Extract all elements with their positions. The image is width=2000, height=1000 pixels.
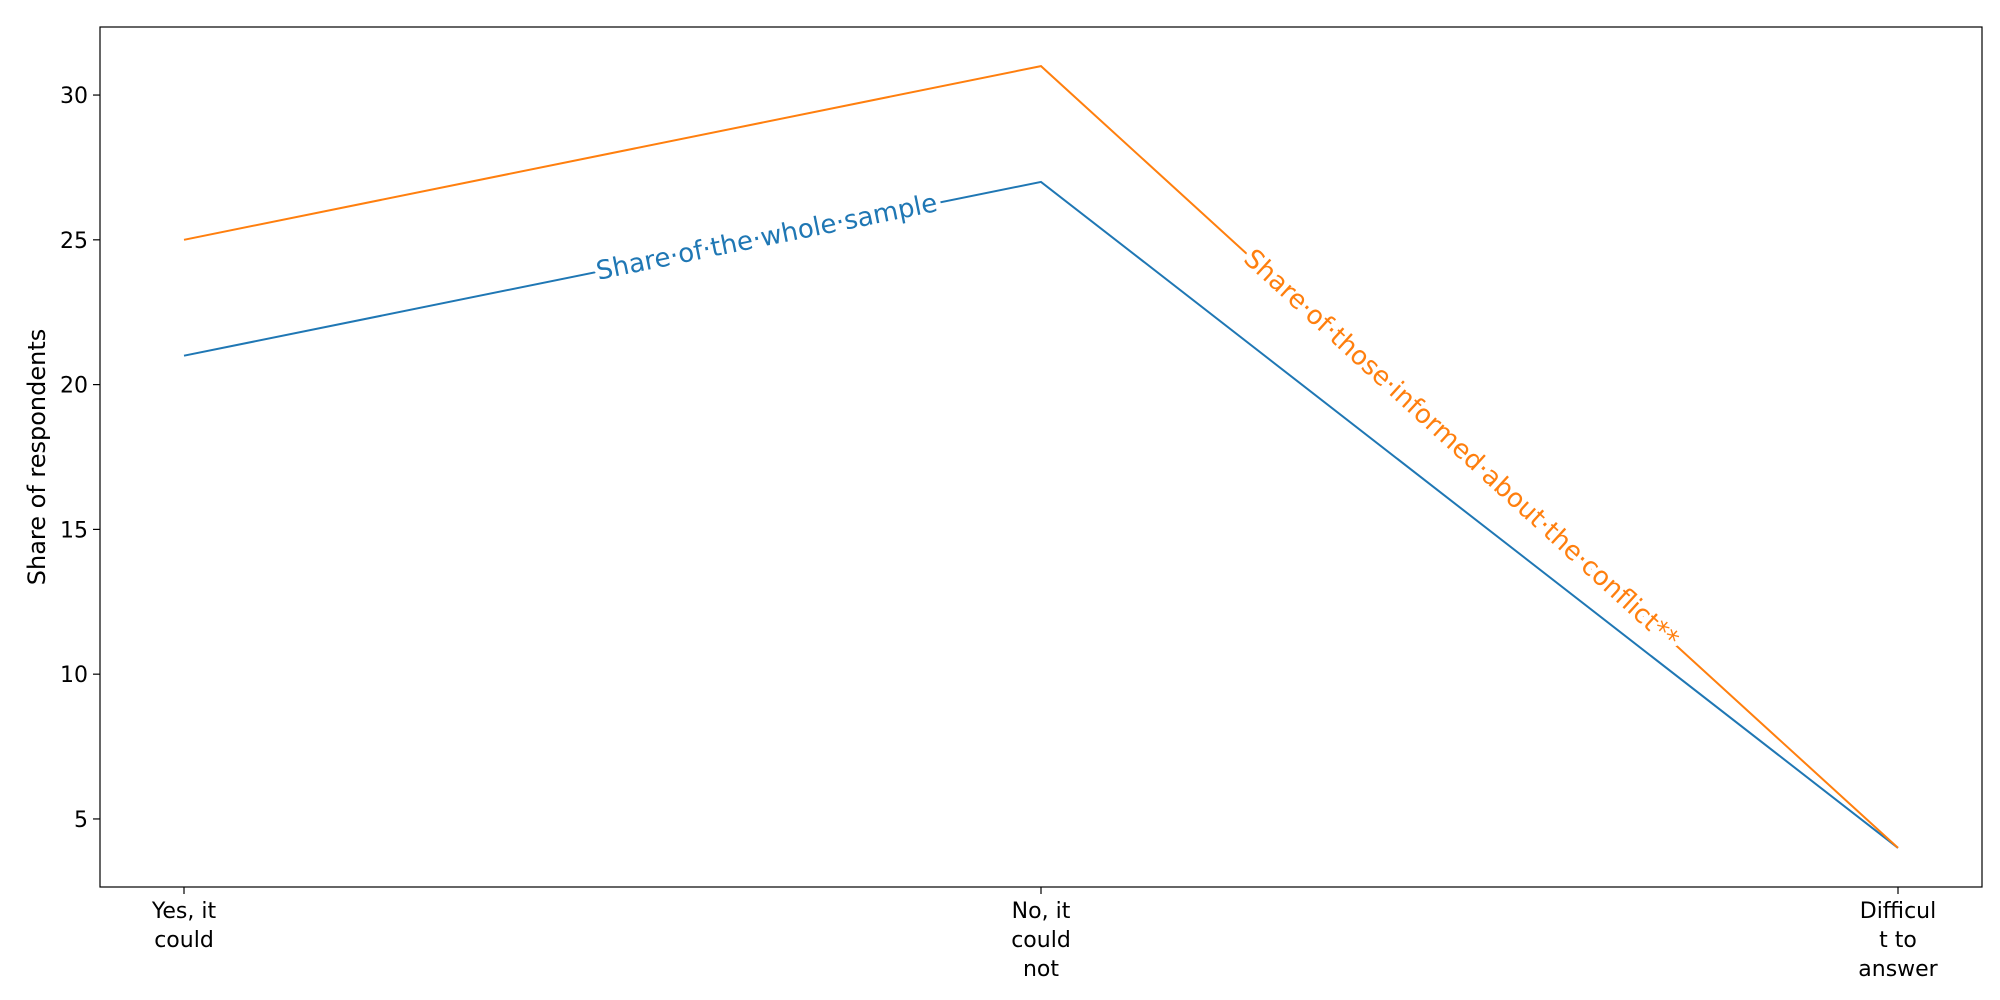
y-tick-label: 15	[60, 518, 88, 543]
y-tick-label: 30	[60, 84, 88, 109]
x-tick-label: No, it could not	[1011, 899, 1071, 982]
series-line	[183, 65, 1899, 849]
y-tick-label: 20	[60, 374, 88, 399]
y-axis-ticks: 5 10 15 20 25 30	[60, 84, 100, 833]
y-axis-label: Share of respondents	[23, 329, 51, 586]
series-lines	[183, 65, 1899, 849]
x-tick-label: Yes, it could	[151, 899, 217, 953]
x-axis-ticks: Yes, it could No, it could not Difficul t to an…	[151, 887, 1939, 982]
y-tick-label: 10	[60, 663, 88, 688]
y-tick-label: 5	[74, 808, 88, 833]
plot-area	[99, 26, 1983, 888]
series-line	[183, 180, 1899, 849]
y-tick-label: 25	[60, 229, 88, 254]
x-tick-label: Difficul t to answer	[1858, 899, 1938, 982]
